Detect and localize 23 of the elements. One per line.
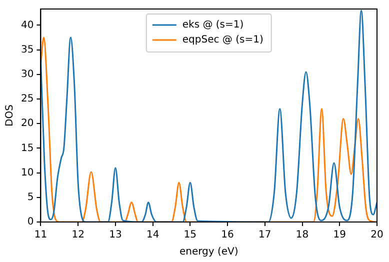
x-tick-label: 16: [221, 230, 234, 241]
x-tick-label: 18: [296, 230, 309, 241]
x-tick-label: 12: [72, 230, 84, 241]
y-tick-label: 15: [20, 142, 34, 154]
y-tick-label: 35: [20, 44, 34, 56]
x-tick-label: 17: [258, 230, 272, 241]
x-tick-label: 20: [370, 230, 384, 241]
x-axis-title: energy (eV): [179, 246, 238, 258]
x-tick-label: 19: [333, 230, 346, 241]
y-tick-label: 0: [27, 216, 34, 228]
legend-label: eks @ (s=1): [182, 20, 244, 31]
y-tick-label: 40: [20, 20, 34, 31]
y-axis-title: DOS: [4, 104, 16, 126]
x-tick-label: 14: [146, 230, 160, 241]
y-tick-label: 10: [20, 167, 34, 178]
x-tick-label: 11: [34, 230, 48, 241]
y-tick-label: 30: [20, 69, 34, 80]
x-tick-label: 15: [184, 230, 197, 241]
x-tick-label: 13: [109, 230, 122, 241]
y-tick-label: 25: [20, 94, 34, 105]
y-tick-label: 20: [20, 118, 34, 130]
y-tick-label: 5: [27, 192, 34, 203]
legend-label: eqpSec @ (s=1): [182, 34, 264, 46]
